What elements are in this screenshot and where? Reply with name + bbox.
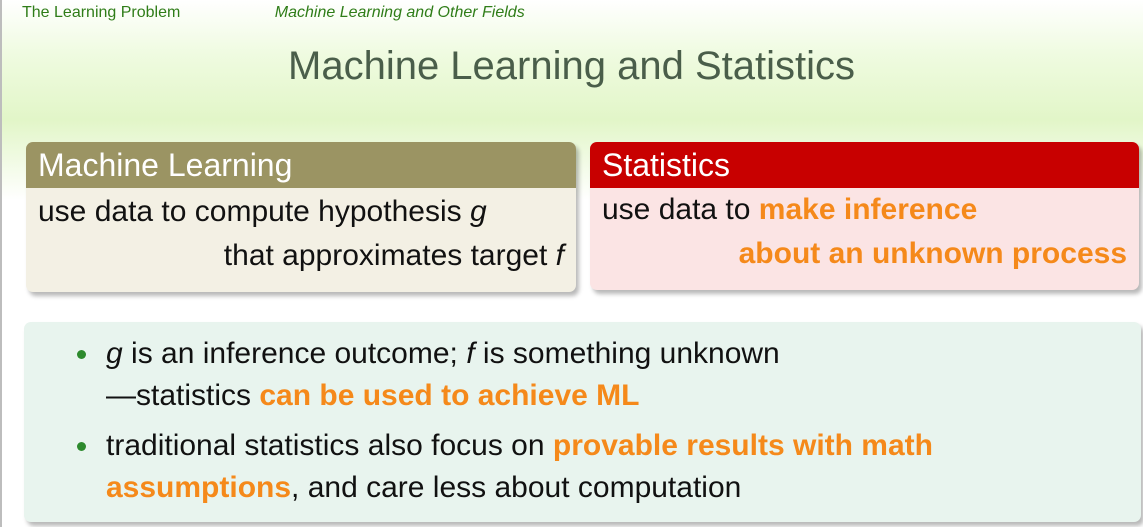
var-f: f [555,239,564,272]
list-item: g is an inference outcome; f is somethin… [24,333,1141,417]
notes-block: g is an inference outcome; f is somethin… [24,322,1141,522]
note-text: , and care less about computation [291,471,742,504]
statistics-heading: Statistics [590,142,1139,188]
statistics-block: Statistics use data to make inference ab… [590,142,1139,290]
bullet-icon [77,442,86,451]
machine-learning-block: Machine Learning use data to compute hyp… [26,142,576,292]
notes-list: g is an inference outcome; f is somethin… [24,333,1141,509]
var-f: f [466,337,475,370]
note-emphasis: provable results with math [552,429,933,462]
machine-learning-body: use data to compute hypothesis g that ap… [26,188,576,278]
stats-line-1-text: use data to [602,193,759,226]
ml-line-1-text: use data to compute hypothesis [38,195,470,228]
breadcrumb: The Learning Problem Machine Learning an… [22,4,525,22]
note-text: is something unknown [474,337,780,370]
note-emphasis: assumptions [106,471,292,504]
note-text: —statistics [106,379,260,412]
ml-line-2: that approximates target f [38,234,564,278]
nav-chapter: The Learning Problem [22,4,181,21]
note-text: traditional statistics also focus on [106,429,553,462]
note-emphasis: can be used to achieve ML [259,379,640,412]
machine-learning-heading: Machine Learning [26,142,576,188]
note-text: is an inference outcome; [122,337,467,370]
list-item: traditional statistics also focus on pro… [24,425,1141,509]
ml-line-2-text: that approximates target [223,239,556,272]
stats-line-2: about an unknown process [602,232,1127,276]
stats-line-1: use data to make inference [602,188,1127,232]
stats-emphasis-2: about an unknown process [738,237,1127,270]
slide-title: Machine Learning and Statistics [288,44,855,88]
nav-section: Machine Learning and Other Fields [274,4,525,21]
left-edge-rule [0,0,2,527]
bullet-icon [77,350,86,359]
statistics-body: use data to make inference about an unkn… [590,188,1139,276]
var-g: g [106,337,123,370]
ml-line-1: use data to compute hypothesis g [38,190,564,234]
stats-emphasis-1: make inference [758,193,978,226]
var-g: g [469,195,487,228]
